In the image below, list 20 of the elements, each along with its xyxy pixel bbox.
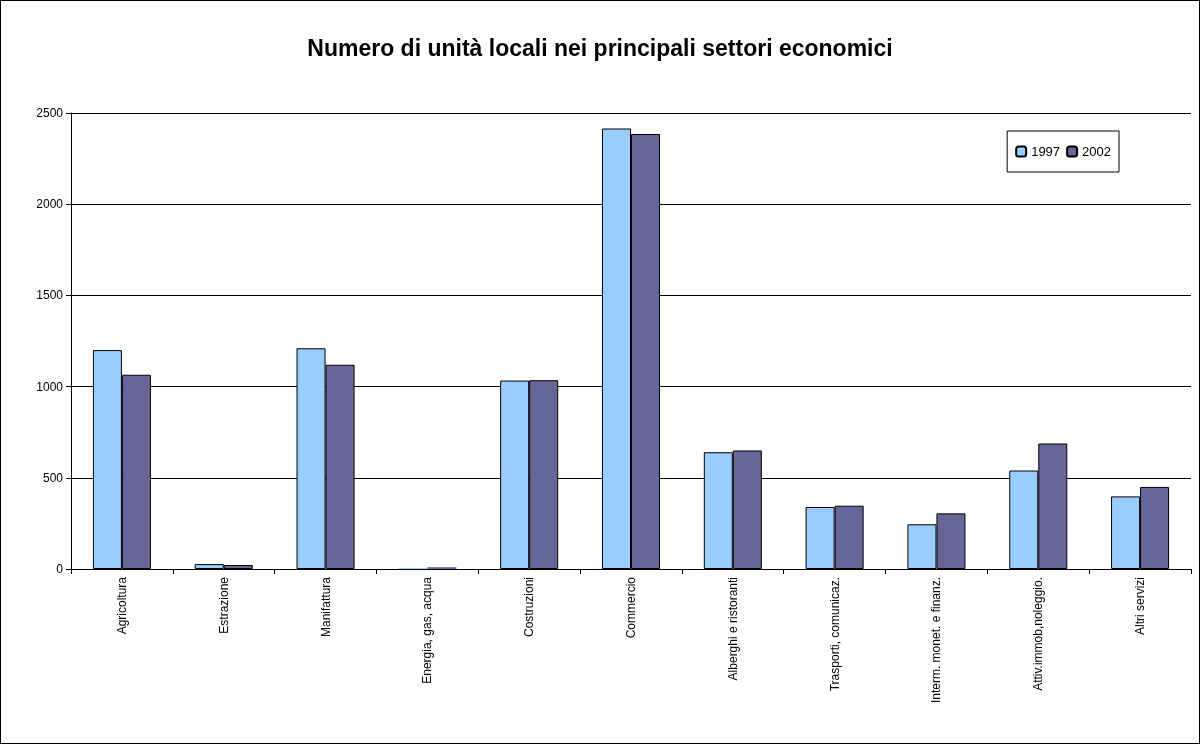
x-tick-label: Agricoltura	[114, 576, 129, 635]
x-tick-label: Attiv.immob,noleggio.	[1031, 577, 1046, 691]
y-tick-label: 2000	[36, 197, 64, 212]
x-tick-label: Interm. monet. e finanz.	[929, 577, 944, 704]
y-tick-label: 500	[42, 470, 64, 485]
x-tick-label: Costruzioni	[522, 577, 537, 638]
chart-title: Numero di unità locali nei principali settori economici	[307, 34, 893, 61]
x-tick-label: Energia, gas, acqua	[420, 576, 435, 684]
x-tick-label: Estrazione	[216, 576, 231, 634]
y-tick-label: 2500	[36, 106, 64, 120]
x-tick-label: Commercio	[624, 576, 638, 639]
y-tick-label: 0	[56, 562, 64, 576]
y-tick-label: 1500	[36, 288, 64, 303]
legend-label: 2002	[1082, 144, 1111, 159]
x-tick-label: Trasporti, comunicaz.	[827, 577, 842, 692]
y-tick-label: 1000	[36, 379, 64, 394]
x-tick-label: Altri servizi	[1133, 577, 1148, 636]
x-tick-label: Alberghi e ristoranti	[725, 577, 740, 681]
legend-label: 1997	[1031, 144, 1061, 159]
x-tick-label: Manifattura	[318, 576, 333, 638]
